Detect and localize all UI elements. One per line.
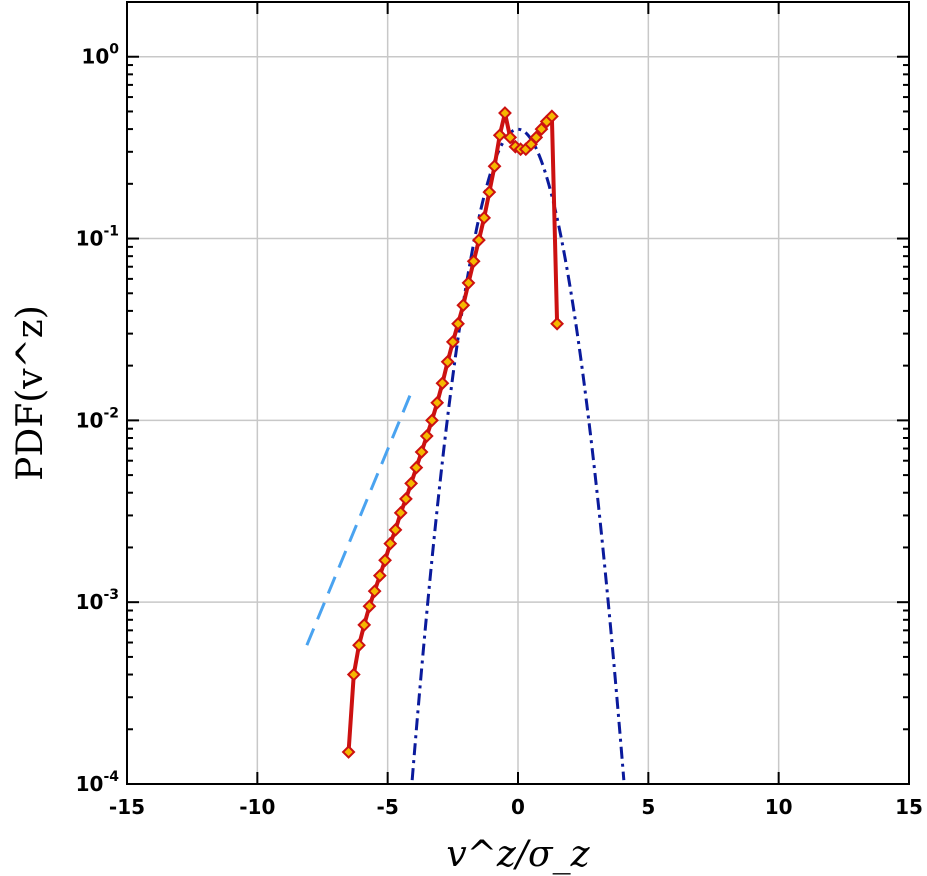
data-point [529, 130, 544, 145]
data-point [456, 298, 471, 313]
y-axis-label: PDF(v^z) [10, 305, 51, 481]
data-point [498, 106, 512, 120]
data-point [534, 122, 549, 136]
y-tick-label: 10-1 [76, 224, 119, 251]
x-tick-label: 0 [511, 795, 525, 819]
data-point [503, 130, 518, 145]
x-tick-label: 15 [895, 795, 923, 819]
data-point [362, 599, 377, 614]
x-tick-label: 5 [641, 795, 655, 819]
data-point [409, 460, 424, 475]
y-tick-labels: 100 10-1 10-2 10-3 10-4 [76, 42, 120, 796]
data-point [398, 491, 413, 506]
data-point [451, 316, 465, 331]
data-point [550, 316, 565, 331]
x-tick-label: -15 [109, 795, 145, 819]
data-point [471, 233, 486, 248]
data-point [404, 476, 419, 491]
x-tick-label: -10 [239, 795, 275, 819]
data-point [393, 505, 408, 520]
data-point [425, 413, 439, 428]
data-point [440, 354, 455, 369]
data-point [477, 210, 492, 225]
y-tick-label: 10-4 [76, 769, 120, 796]
data-point [352, 638, 366, 653]
data-point [461, 276, 476, 290]
data-point [482, 185, 497, 200]
dashed-reference-line [305, 392, 413, 646]
x-tick-label: 10 [765, 795, 793, 819]
data-point [383, 536, 398, 551]
x-axis-label: v^z/σ_z [446, 834, 590, 875]
data-point [372, 568, 387, 583]
data-point [357, 617, 372, 632]
data-point [430, 395, 445, 410]
data-point [419, 429, 434, 443]
data-point [378, 553, 392, 568]
ticks [126, 1, 910, 785]
data-point [487, 159, 502, 174]
data-point [544, 109, 559, 124]
data-point [492, 128, 507, 143]
data-point [414, 445, 429, 459]
data-point [388, 522, 403, 537]
y-tick-label: 100 [81, 42, 119, 69]
y-tick-label: 10-3 [76, 587, 119, 614]
data-point [346, 667, 361, 682]
data-point [445, 335, 460, 349]
data-point [367, 584, 382, 599]
data-point [341, 745, 356, 759]
x-tick-labels: -15 -10 -5 0 5 10 15 [109, 795, 923, 819]
data-point [435, 376, 450, 391]
y-tick-label: 10-2 [76, 405, 119, 432]
x-tick-label: -5 [377, 795, 399, 819]
data-point [466, 254, 481, 269]
series-layer [305, 106, 626, 781]
